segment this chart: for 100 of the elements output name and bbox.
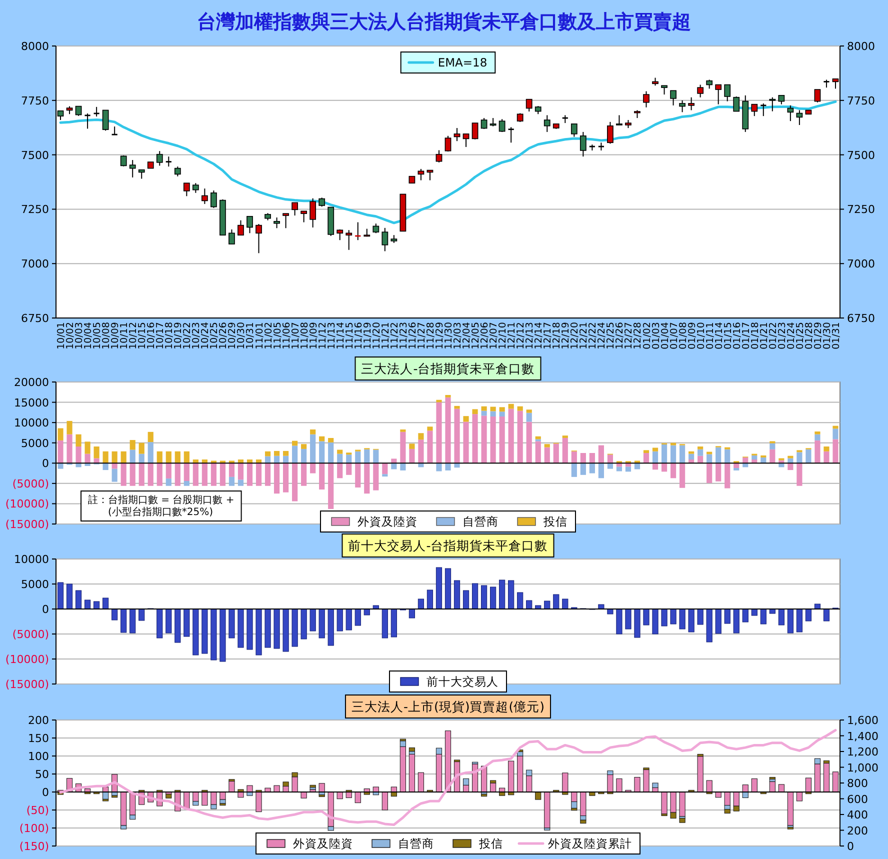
y-tick-label: (15000) (5, 518, 49, 531)
x-tick-label: 10/23 (191, 322, 202, 350)
x-tick-label: 12/18 (552, 322, 563, 350)
y-tick-label: (5000) (12, 477, 49, 490)
x-tick-label: 01/02 (642, 322, 653, 350)
x-tick-label: 12/28 (632, 322, 644, 350)
x-tick-label: 01/14 (714, 322, 725, 350)
x-tick-label: 12/17 (542, 322, 554, 350)
y2-tick-label: 600 (847, 792, 868, 806)
y-tick-label: 0 (42, 603, 49, 616)
x-tick-label: 12/25 (606, 322, 617, 350)
x-tick-label: 12/26 (614, 322, 626, 350)
y-tick-label: (5000) (12, 628, 49, 641)
legend-label: 前十大交易人 (426, 674, 498, 688)
x-tick-label: 01/31 (830, 322, 842, 350)
x-tick-label: 12/13 (524, 322, 536, 350)
x-tick-label: 11/13 (326, 322, 338, 350)
x-tick-label: 01/04 (660, 322, 671, 350)
x-tick-label: 12/24 (596, 322, 608, 350)
y2-tick-label: 1,000 (847, 761, 878, 774)
x-tick-label: 10/02 (65, 322, 76, 350)
y-tick-label: 5000 (21, 578, 49, 591)
x-tick-label: 12/27 (624, 322, 635, 350)
x-tick-label: 11/02 (263, 322, 274, 350)
x-tick-label: 01/24 (786, 322, 797, 350)
x-tick-label: 10/22 (182, 322, 194, 350)
x-tick-label: 12/19 (560, 322, 572, 350)
x-tick-label: 10/25 (209, 322, 220, 350)
y2-tick-label: 8000 (847, 40, 875, 53)
x-tick-label: 10/19 (173, 322, 184, 350)
x-tick-label: 10/05 (92, 322, 104, 350)
y2-tick-label: 7750 (847, 94, 875, 108)
x-tick-label: 11/23 (398, 322, 410, 350)
x-tick-label: 12/06 (480, 322, 491, 350)
y-tick-label: 7500 (21, 148, 49, 162)
x-tick-label: 11/21 (380, 322, 392, 350)
y-tick-label: 15000 (14, 396, 49, 410)
x-tick-label: 12/07 (488, 322, 500, 350)
x-tick-label: 10/04 (83, 322, 94, 350)
x-tick-label: 12/12 (516, 322, 527, 350)
legend-label: 投信 (542, 514, 568, 528)
x-tick-label: 10/09 (110, 322, 122, 350)
x-tick-label: 01/16 (732, 322, 743, 350)
y-tick-label: 8000 (21, 40, 49, 53)
x-tick-label: 12/22 (588, 322, 599, 350)
x-tick-label: 01/29 (812, 322, 824, 350)
legend-label: 外資及陸資 (293, 836, 353, 850)
x-tick-label: 12/05 (470, 322, 482, 350)
x-tick-label: 11/26 (407, 322, 418, 350)
y-tick-label: 7250 (21, 203, 49, 216)
y-tick-label: 200 (28, 714, 49, 727)
y-tick-label: 7750 (21, 94, 49, 108)
x-tick-label: 10/30 (236, 322, 248, 350)
y-tick-label: (50) (26, 804, 49, 817)
y2-tick-label: 6750 (847, 312, 875, 325)
x-tick-label: 11/29 (434, 322, 446, 350)
x-tick-label: 01/25 (794, 322, 806, 350)
x-tick-label: 01/03 (650, 322, 662, 350)
y-tick-label: (10000) (5, 498, 49, 511)
y-tick-label: 7000 (21, 258, 49, 271)
x-tick-label: 01/30 (822, 322, 833, 350)
x-tick-label: 10/29 (227, 322, 238, 350)
x-tick-label: 11/01 (254, 322, 266, 350)
y-tick-label: 150 (28, 732, 49, 745)
y-tick-label: (150) (19, 840, 49, 853)
x-tick-label: 10/17 (155, 322, 166, 350)
x-tick-label: 01/07 (668, 322, 680, 350)
x-tick-label: 12/10 (498, 322, 509, 350)
x-tick-label: 12/14 (534, 322, 545, 350)
legend-label: 自營商 (462, 514, 498, 528)
x-tick-label: 10/15 (137, 322, 148, 350)
x-tick-label: 11/22 (389, 322, 400, 350)
x-tick-label: 11/16 (353, 322, 364, 350)
y2-tick-label: 1,600 (847, 714, 878, 727)
x-tick-label: 10/26 (218, 322, 230, 350)
chart-title: 台灣加權指數與三大法人台指期貨未平倉口數及上市買賣超 (197, 11, 691, 33)
y-tick-label: 0 (42, 786, 49, 799)
x-tick-label: 12/03 (452, 322, 464, 350)
x-tick-label: 10/24 (200, 322, 212, 350)
y-tick-label: 100 (28, 750, 49, 763)
legend-label: 外資及陸資 (358, 514, 418, 528)
x-tick-label: 11/14 (335, 322, 346, 350)
chart-title: 前十大交易人-台指期貨未平倉口數 (348, 538, 548, 553)
y2-tick-label: 7000 (847, 258, 875, 271)
x-tick-label: 10/18 (164, 322, 176, 350)
x-tick-label: 12/11 (506, 322, 518, 350)
y-tick-label: 0 (42, 457, 49, 470)
x-tick-label: 10/16 (146, 322, 158, 350)
x-tick-label: 11/08 (299, 322, 310, 350)
x-tick-label: 11/06 (281, 322, 292, 350)
legend-label: EMA=18 (438, 56, 488, 70)
legend-label: 外資及陸資累計 (548, 836, 632, 850)
legend-label: 投信 (478, 836, 503, 850)
x-tick-label: 11/27 (416, 322, 428, 350)
x-tick-label: 11/30 (444, 322, 454, 350)
x-tick-label: 01/08 (678, 322, 689, 350)
x-tick-label: 01/21 (758, 322, 770, 350)
x-tick-label: 01/22 (768, 322, 779, 350)
x-tick-label: 11/19 (362, 322, 374, 350)
x-tick-label: 12/20 (570, 322, 581, 350)
